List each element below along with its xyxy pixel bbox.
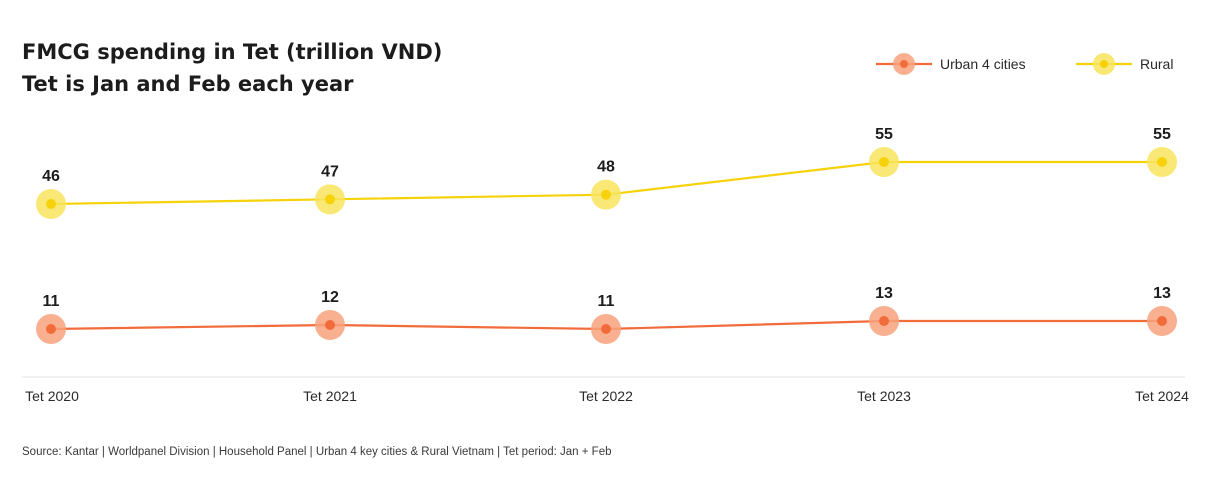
rural-point	[325, 194, 335, 205]
rural-point	[46, 199, 56, 209]
urban-point	[879, 316, 889, 326]
x-tick-label: Tet 2023	[857, 388, 911, 404]
x-tick-label: Tet 2024	[1135, 388, 1189, 404]
chart-subtitle: Tet is Jan and Feb each year	[22, 72, 354, 96]
rural-legend-label: Rural	[1140, 56, 1173, 72]
x-tick-label: Tet 2020	[25, 388, 79, 404]
x-tick-label: Tet 2021	[303, 388, 357, 404]
chart-title-block: FMCG spending in Tet (trillion VND) Tet …	[22, 36, 442, 100]
urban-legend-marker	[900, 60, 908, 68]
source-note: Source: Kantar | Worldpanel Division | H…	[22, 446, 612, 458]
urban-legend-label: Urban 4 cities	[940, 56, 1026, 72]
urban-data-label: 11	[598, 293, 615, 310]
rural-data-label: 55	[875, 126, 893, 143]
rural-point	[601, 189, 611, 200]
urban-data-label: 12	[321, 289, 339, 306]
rural-point	[879, 157, 889, 167]
urban-point	[1157, 316, 1167, 326]
rural-data-label: 46	[42, 168, 60, 185]
rural-data-label: 48	[597, 159, 615, 176]
rural-data-label: 55	[1153, 126, 1171, 143]
urban-point	[325, 320, 335, 330]
x-tick-label: Tet 2022	[579, 388, 633, 404]
urban-data-label: 13	[875, 285, 893, 302]
urban-data-label: 13	[1153, 285, 1171, 302]
rural-legend-marker	[1100, 60, 1108, 68]
urban-point	[46, 324, 56, 334]
rural-point	[1157, 157, 1167, 167]
urban-point	[601, 324, 611, 334]
rural-data-label: 47	[321, 163, 339, 180]
urban-data-label: 11	[43, 293, 60, 310]
chart-title: FMCG spending in Tet (trillion VND)	[22, 40, 443, 64]
